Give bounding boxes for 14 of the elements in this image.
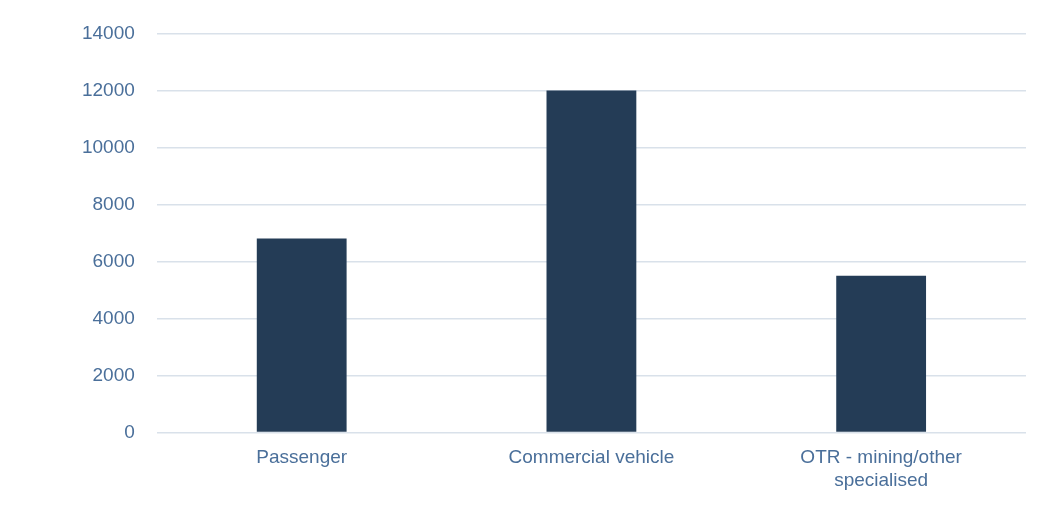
y-tick-label: 4000 <box>92 306 135 328</box>
y-tick-label: 14000 <box>81 21 135 43</box>
y-tick-label: 2000 <box>92 363 135 385</box>
bar <box>256 238 347 432</box>
bar <box>546 90 637 432</box>
bar <box>836 275 927 432</box>
x-tick-label: OTR - mining/other specialised <box>800 446 963 490</box>
x-tick-label: Passenger <box>256 446 348 468</box>
y-tick-label: 0 <box>124 420 135 442</box>
y-tick-label: 12000 <box>81 78 135 100</box>
x-tick-label: Commercial vehicle <box>508 446 675 468</box>
y-tick-label: 8000 <box>92 192 135 214</box>
y-tick-label: 6000 <box>92 249 135 271</box>
y-tick-label: 10000 <box>81 135 135 157</box>
